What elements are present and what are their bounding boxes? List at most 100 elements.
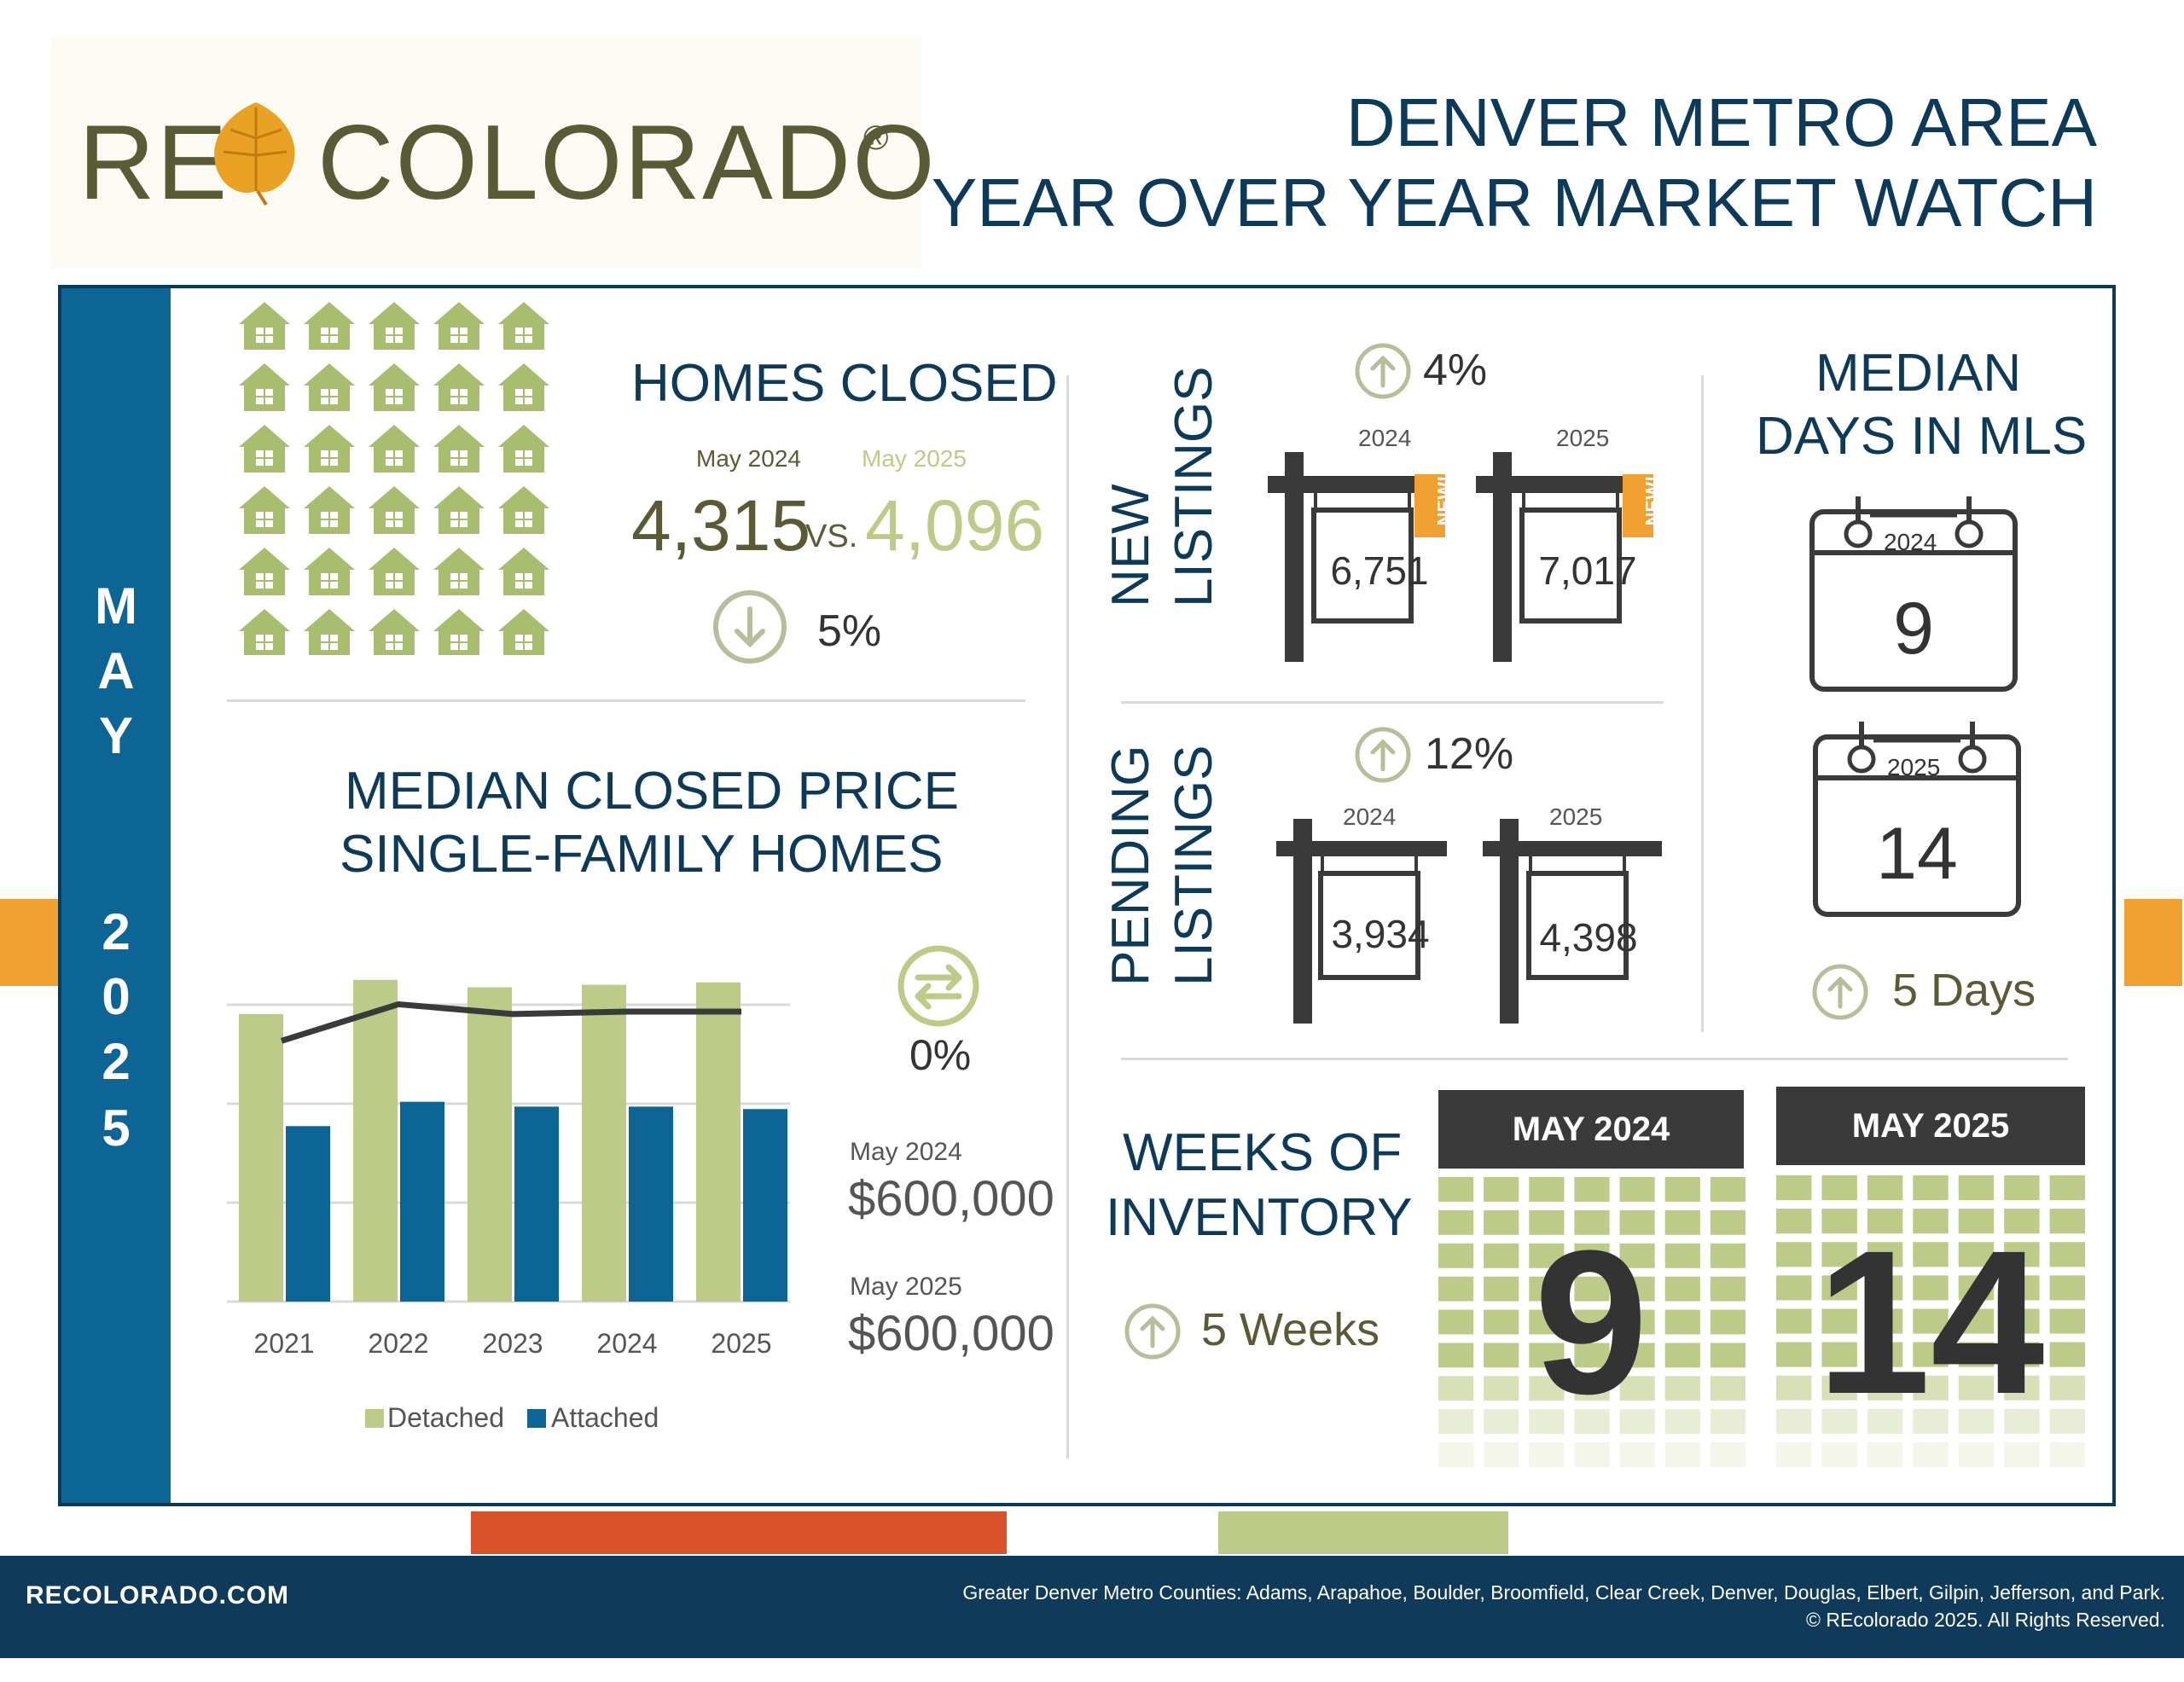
week-cell [1438, 1209, 1474, 1235]
house-icon [433, 609, 485, 655]
week-cell [1619, 1343, 1655, 1368]
new-listings-year-2025: 2025 [1556, 425, 1610, 451]
divider [1121, 701, 1664, 704]
week-cell [1958, 1308, 1995, 1334]
week-cell [1438, 1243, 1474, 1268]
pending-listings-change: 12% [1425, 729, 1514, 779]
week-cell [1664, 1177, 1700, 1202]
week-cell [1529, 1343, 1565, 1368]
house-icon [369, 548, 420, 595]
house-icon [369, 486, 420, 534]
bar-attached [514, 1106, 559, 1302]
week-cell [2049, 1209, 2085, 1234]
week-cell [1776, 1408, 1812, 1434]
week-cell [1776, 1308, 1812, 1334]
days-in-mls-year-2024: 2024 [1884, 529, 1937, 555]
week-cell [1776, 1242, 1812, 1267]
logo-background [51, 36, 921, 268]
house-icon [369, 363, 420, 411]
house-icon [239, 302, 290, 350]
homes-closed-label-2024: May 2024 [696, 445, 801, 472]
houses-grid-icon [239, 302, 549, 655]
homes-closed-value-2025: 4,096 [865, 485, 1045, 566]
house-icon [433, 425, 485, 473]
week-cell [1438, 1309, 1474, 1335]
new-badge: NEW! [1641, 475, 1663, 526]
year-digit: 0 [102, 968, 131, 1025]
week-cell [1913, 1375, 1949, 1401]
footer-copyright: © REcolorado 2025. All Rights Reserved. [1806, 1609, 2165, 1631]
house-icon [498, 302, 549, 350]
arrow-up-icon [1355, 727, 1411, 783]
week-cell [1438, 1376, 1474, 1401]
weeks-2025-header: MAY 2025 [1776, 1087, 2085, 1165]
weeks-grid-2024 [1438, 1177, 1745, 1467]
legend-label-attached: Attached [551, 1402, 659, 1433]
pending-listings-heading: PENDING [1101, 745, 1160, 986]
accent-bar-green [1218, 1511, 1508, 1554]
week-cell [2004, 1342, 2040, 1367]
week-cell [1529, 1409, 1565, 1435]
week-cell [1484, 1309, 1519, 1335]
week-cell [1776, 1375, 1812, 1401]
week-cell [1867, 1441, 1903, 1467]
week-cell [1619, 1409, 1655, 1435]
house-icon [369, 609, 420, 655]
week-cell [1913, 1441, 1949, 1467]
house-icon [304, 425, 355, 473]
weeks-grid-2025 [1776, 1175, 2085, 1467]
week-cell [1438, 1177, 1474, 1202]
week-cell [1710, 1409, 1745, 1435]
bar-attached [400, 1101, 444, 1302]
pending-listings-subheading: LISTINGS [1165, 745, 1223, 986]
week-cell [1821, 1308, 1857, 1334]
weeks-inventory-value-2024: 9 [1534, 1208, 1648, 1436]
for-sale-signs-icon [1268, 452, 1653, 662]
week-cell [2049, 1242, 2085, 1267]
week-cell [1710, 1442, 1745, 1467]
divider [1121, 1058, 2068, 1060]
house-icon [498, 363, 549, 411]
week-cell [1913, 1342, 1949, 1367]
week-cell [1484, 1276, 1519, 1302]
house-icon [304, 363, 355, 411]
week-cell [1574, 1209, 1610, 1235]
week-cell [1529, 1209, 1565, 1235]
week-cell [1710, 1243, 1745, 1268]
footer-site-link[interactable]: RECOLORADO.COM [26, 1581, 289, 1610]
week-cell [1821, 1242, 1857, 1267]
legend-swatch-detached [365, 1409, 384, 1428]
accent-bar-orange [471, 1511, 1007, 1554]
days-in-mls-value-2024: 9 [1893, 588, 1934, 670]
week-cell [2004, 1441, 2040, 1467]
house-icon [239, 609, 290, 655]
week-cell [1821, 1209, 1857, 1234]
house-icon [498, 425, 549, 473]
bar-attached [286, 1126, 330, 1302]
week-cell [1529, 1177, 1565, 1202]
house-icon [239, 425, 290, 473]
week-cell [1821, 1342, 1857, 1367]
legend-label-detached: Detached [387, 1402, 504, 1433]
week-cell [1574, 1376, 1610, 1401]
x-tick-label: 2023 [482, 1328, 543, 1359]
week-cell [2049, 1441, 2085, 1467]
divider [1066, 375, 1069, 1459]
week-cell [1867, 1175, 1903, 1201]
registered-mark: ® [863, 119, 889, 157]
week-cell [1867, 1408, 1903, 1434]
bar-detached [468, 987, 512, 1302]
week-cell [2004, 1408, 2040, 1434]
week-cell [1958, 1242, 1995, 1267]
calendar-icon [1813, 722, 2021, 917]
week-cell [1484, 1442, 1519, 1467]
week-cell [1619, 1376, 1655, 1401]
week-cell [1574, 1177, 1610, 1202]
week-cell [1710, 1177, 1745, 1202]
new-listings-change: 4% [1423, 345, 1488, 395]
new-badge: NEW! [1433, 475, 1455, 526]
days-in-mls-heading: MEDIAN [1815, 344, 2022, 403]
days-in-mls-subheading: DAYS IN MLS [1756, 407, 2088, 466]
week-cell [2004, 1175, 2040, 1201]
house-icon [433, 486, 485, 534]
